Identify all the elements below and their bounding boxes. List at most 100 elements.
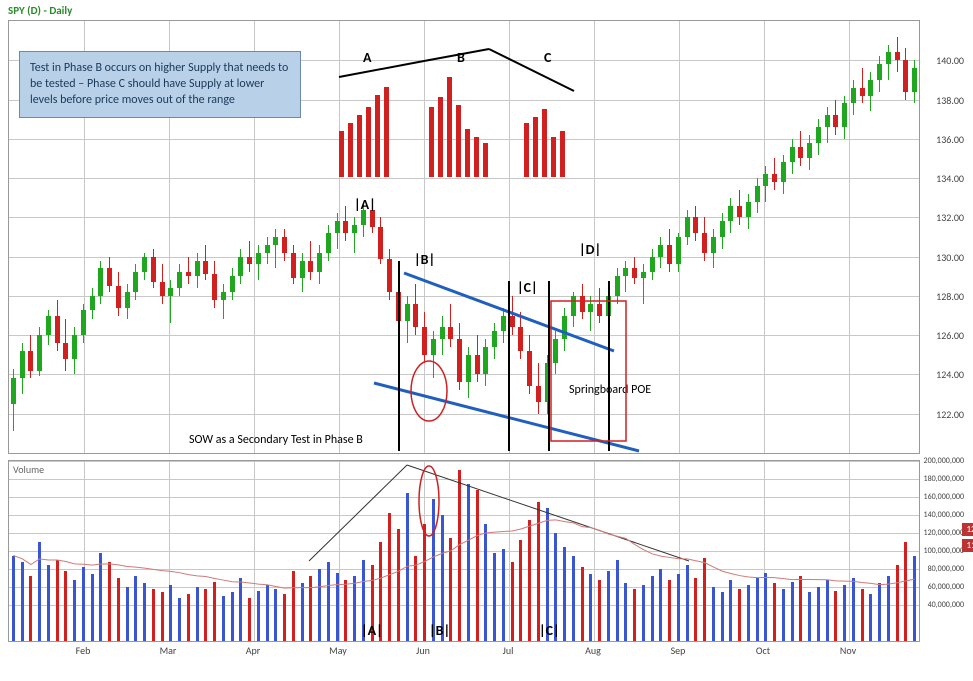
sow-label: SOW as a Secondary Test in Phase B bbox=[189, 433, 363, 447]
volume-bar bbox=[196, 587, 199, 641]
vol-value-tag: 124,770,272 bbox=[962, 523, 973, 536]
vol-gridline bbox=[9, 461, 919, 462]
price-panel[interactable]: 122.00124.00126.00128.00130.00132.00134.… bbox=[8, 20, 920, 454]
volume-bar bbox=[91, 574, 94, 642]
volume-bar bbox=[353, 576, 356, 641]
volume-bar bbox=[878, 583, 881, 641]
month-label: Aug bbox=[563, 644, 623, 657]
volume-bar bbox=[668, 580, 671, 641]
candle bbox=[860, 21, 865, 453]
volume-bar bbox=[493, 553, 496, 641]
volume-bar bbox=[607, 571, 610, 641]
x-axis: FebMarAprMayJunJulAugSepOctNov bbox=[8, 644, 953, 660]
candle bbox=[685, 21, 690, 453]
candle bbox=[755, 21, 760, 453]
month-label: Feb bbox=[53, 644, 113, 657]
volume-bar bbox=[82, 567, 85, 641]
vol-phase-a: |A| bbox=[361, 622, 383, 639]
price-ytick: 126.00 bbox=[922, 329, 964, 342]
volume-bar bbox=[134, 576, 137, 641]
vol-month-gridline bbox=[594, 461, 595, 641]
volume-panel[interactable]: Volume 40,000,00060,000,00080,000,000100… bbox=[8, 460, 920, 642]
volume-bar bbox=[677, 574, 680, 641]
inset-bar bbox=[357, 115, 362, 177]
volume-bar bbox=[598, 580, 601, 641]
volume-bar bbox=[589, 574, 592, 641]
candle bbox=[728, 21, 733, 453]
volume-bar bbox=[756, 578, 759, 641]
volume-bar bbox=[257, 591, 260, 641]
candle bbox=[693, 21, 698, 453]
volume-bar bbox=[896, 565, 899, 642]
volume-bar bbox=[581, 567, 584, 641]
volume-bar bbox=[73, 580, 76, 641]
vol-value-tag: 117,466,630 bbox=[962, 539, 973, 552]
volume-bar bbox=[169, 585, 172, 641]
volume-bar bbox=[29, 576, 32, 641]
inset-bar bbox=[438, 97, 443, 177]
volume-bar bbox=[56, 560, 59, 641]
vol-ytick: 200,000,000 bbox=[922, 456, 964, 466]
volume-bar bbox=[187, 594, 190, 641]
month-label: Jul bbox=[478, 644, 538, 657]
volume-bar bbox=[204, 589, 207, 641]
inset-label-A: A bbox=[363, 49, 371, 66]
volume-bar bbox=[904, 542, 907, 641]
vol-month-gridline bbox=[339, 461, 340, 641]
volume-bar bbox=[414, 556, 417, 642]
candle bbox=[326, 21, 331, 453]
month-label: Mar bbox=[138, 644, 198, 657]
vol-ytick: 180,000,000 bbox=[922, 474, 964, 484]
candle bbox=[903, 21, 908, 453]
phase-d-label: |D| bbox=[579, 241, 601, 258]
price-ytick: 130.00 bbox=[922, 251, 964, 264]
volume-bar bbox=[887, 576, 890, 641]
volume-bar bbox=[222, 596, 225, 641]
volume-bar bbox=[47, 565, 50, 642]
candle bbox=[798, 21, 803, 453]
volume-bar bbox=[861, 589, 864, 641]
inset-bar bbox=[456, 105, 461, 177]
month-label: May bbox=[308, 644, 368, 657]
springboard-label: Springboard POE bbox=[569, 383, 651, 397]
candle bbox=[763, 21, 768, 453]
volume-bar bbox=[633, 589, 636, 641]
volume-bar bbox=[791, 582, 794, 641]
volume-bar bbox=[21, 562, 24, 641]
volume-bar bbox=[117, 578, 120, 641]
volume-bar bbox=[476, 490, 479, 641]
vol-gridline bbox=[9, 479, 919, 480]
price-ytick: 138.00 bbox=[922, 94, 964, 107]
price-y-axis: 122.00124.00126.00128.00130.00132.00134.… bbox=[922, 21, 964, 453]
volume-bar bbox=[642, 585, 645, 641]
vol-phase-c: |C| bbox=[539, 622, 560, 639]
volume-bar bbox=[502, 549, 505, 641]
volume-bar bbox=[782, 589, 785, 641]
vol-ytick: 160,000,000 bbox=[922, 492, 964, 502]
volume-bar bbox=[248, 598, 251, 641]
inset-bar bbox=[524, 123, 529, 177]
volume-bar bbox=[843, 585, 846, 641]
volume-bar bbox=[309, 576, 312, 641]
price-ytick: 128.00 bbox=[922, 290, 964, 303]
volume-bar bbox=[869, 594, 872, 641]
volume-bar bbox=[511, 562, 514, 641]
volume-bar bbox=[388, 513, 391, 641]
phase-b-label: |B| bbox=[414, 251, 435, 268]
inset-bar bbox=[560, 131, 565, 177]
volume-bar bbox=[458, 470, 461, 641]
price-ytick: 124.00 bbox=[922, 368, 964, 381]
inset-bar bbox=[465, 129, 470, 177]
volume-bar bbox=[799, 576, 802, 641]
volume-bar bbox=[432, 499, 435, 641]
volume-bar bbox=[528, 520, 531, 642]
volume-y-axis: 40,000,00060,000,00080,000,000100,000,00… bbox=[922, 461, 964, 641]
candle bbox=[886, 21, 891, 453]
volume-bar bbox=[826, 580, 829, 641]
volume-bar bbox=[178, 598, 181, 641]
volume-bar bbox=[143, 583, 146, 641]
vol-gridline bbox=[9, 515, 919, 516]
volume-bar bbox=[283, 594, 286, 641]
volume-bar bbox=[467, 484, 470, 642]
candle bbox=[912, 21, 917, 453]
